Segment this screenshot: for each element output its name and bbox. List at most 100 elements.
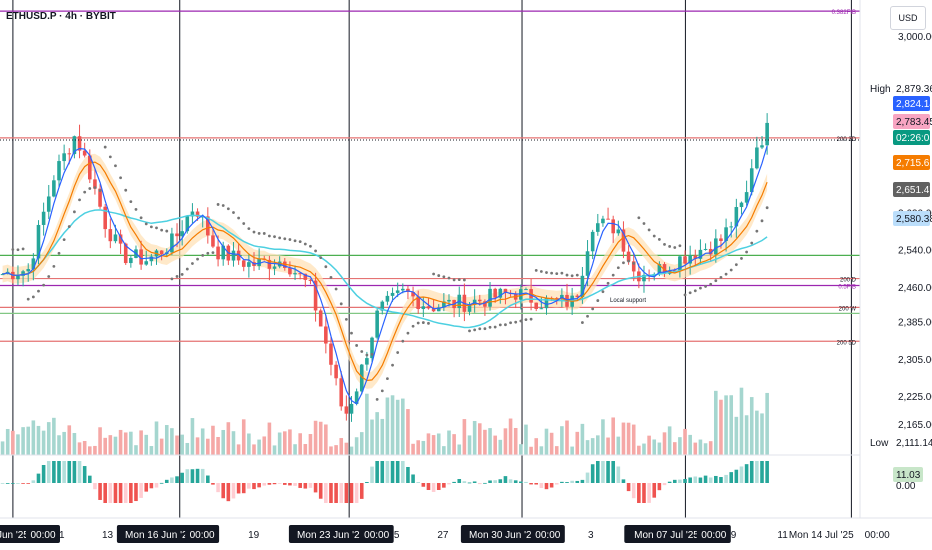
candle-body-3 <box>16 275 20 280</box>
sar-dot-69 <box>355 344 359 347</box>
volume-bar-143 <box>734 416 739 455</box>
sar-dot-127 <box>652 234 656 238</box>
volume-bar-15 <box>77 442 82 455</box>
sar-dot-133 <box>683 293 687 297</box>
osc-bar-110 <box>565 482 569 483</box>
sar-dot-82 <box>421 321 425 324</box>
sar-dot-37 <box>191 262 194 265</box>
volume-bar-113 <box>580 423 585 455</box>
sar-dot-26 <box>134 207 138 211</box>
sar-dot-148 <box>760 219 764 223</box>
sar-dot-111 <box>570 274 574 278</box>
sar-dot-49 <box>252 230 256 234</box>
osc-bar-47 <box>241 483 246 494</box>
volume-bar-144 <box>739 387 744 455</box>
osc-bar-57 <box>293 483 297 486</box>
sar-dot-27 <box>139 216 143 220</box>
sar-dot-128 <box>657 238 661 241</box>
candle-body-24 <box>123 243 128 264</box>
sar-dot-145 <box>745 250 749 254</box>
osc-bar-30 <box>154 483 159 488</box>
osc-bar-36 <box>185 469 190 483</box>
sar-dot-51 <box>262 232 266 235</box>
volume-bar-47 <box>241 419 246 455</box>
sar-dot-132 <box>678 244 682 248</box>
volume-bar-12 <box>62 431 66 455</box>
osc-bar-118 <box>606 461 610 483</box>
candle-body-6 <box>31 258 36 270</box>
time-tick-16: Mon 07 Jul '25 <box>634 530 699 541</box>
candle-body-58 <box>298 273 302 275</box>
sar-dot-3 <box>16 248 20 252</box>
sar-dot-10 <box>52 264 56 268</box>
candle-body-138 <box>708 248 713 255</box>
osc-bar-146 <box>749 461 754 483</box>
osc-bar-27 <box>139 483 143 498</box>
sar-dot-12 <box>62 238 66 242</box>
volume-bar-46 <box>236 444 241 455</box>
volume-bar-56 <box>288 429 292 455</box>
sar-dot-147 <box>755 229 759 233</box>
candle-body-140 <box>719 238 723 242</box>
sar-dot-29 <box>149 225 153 229</box>
level-label-4: 0.5FIB <box>838 285 856 291</box>
osc-bar-26 <box>134 483 138 502</box>
candle-body-103 <box>529 289 533 303</box>
volume-bar-80 <box>411 443 415 455</box>
candle-body-106 <box>544 297 549 309</box>
volume-bar-136 <box>698 439 703 455</box>
volume-bar-27 <box>139 430 143 455</box>
volume-bar-14 <box>72 432 77 455</box>
sar-dot-30 <box>155 226 158 230</box>
sar-dot-110 <box>565 273 569 277</box>
time-tick-19: 11 <box>777 530 788 541</box>
currency-button[interactable]: USD <box>890 6 926 30</box>
sar-dot-80 <box>411 324 415 328</box>
osc-bar-7 <box>36 473 41 483</box>
osc-bar-56 <box>288 483 292 486</box>
volume-bar-87 <box>447 430 451 455</box>
osc-bar-39 <box>200 468 205 483</box>
candle-body-82 <box>421 306 426 310</box>
candle-body-132 <box>678 256 682 271</box>
candle-body-143 <box>734 207 739 227</box>
osc-bar-145 <box>744 464 749 483</box>
candle-body-25 <box>129 257 133 264</box>
candle-body-62 <box>318 310 323 327</box>
osc-bar-82 <box>421 483 426 487</box>
sar-dot-99 <box>509 321 512 325</box>
sar-dot-53 <box>273 235 276 239</box>
candle-body-98 <box>503 288 508 293</box>
volume-bar-62 <box>318 421 323 455</box>
time-tick-20: Mon 14 Jul '25 <box>789 530 854 541</box>
osc-bar-10 <box>52 461 56 483</box>
osc-bar-29 <box>149 483 154 489</box>
osc-bar-58 <box>298 483 302 488</box>
sar-dot-65 <box>334 287 338 291</box>
volume-bar-40 <box>206 438 210 455</box>
osc-bar-136 <box>698 477 703 483</box>
candle-body-11 <box>57 161 61 181</box>
osc-bar-113 <box>580 479 585 483</box>
osc-bar-67 <box>344 483 349 503</box>
sar-dot-76 <box>391 363 394 367</box>
osc-bar-111 <box>570 480 574 483</box>
volume-bar-48 <box>247 433 251 455</box>
sar-dot-25 <box>129 200 133 203</box>
gray-ma-value: 2,651.47 <box>896 185 932 196</box>
sar-dot-66 <box>339 302 343 306</box>
sar-dot-112 <box>575 273 579 277</box>
volume-bar-134 <box>688 434 692 455</box>
osc-bar-13 <box>67 461 72 483</box>
volume-bar-90 <box>462 419 467 455</box>
osc-bar-127 <box>652 483 657 498</box>
volume-bar-132 <box>678 437 682 455</box>
osc-bar-21 <box>108 483 113 503</box>
volume-bar-5 <box>26 426 31 455</box>
volume-bar-72 <box>370 419 374 455</box>
sar-dot-67 <box>344 317 348 321</box>
sar-dot-93 <box>478 327 482 331</box>
volume-bar-105 <box>539 446 544 455</box>
sar-dot-87 <box>447 276 451 280</box>
